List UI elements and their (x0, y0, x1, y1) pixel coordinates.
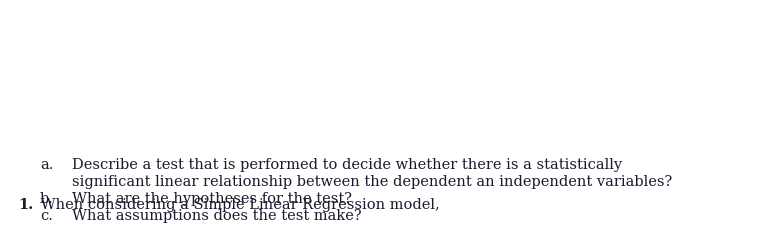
Text: 1.: 1. (18, 197, 33, 211)
Text: What are the hypotheses for the test?: What are the hypotheses for the test? (72, 191, 352, 205)
Text: c.: c. (40, 208, 53, 222)
Text: b.: b. (40, 191, 54, 205)
Text: significant linear relationship between the dependent an independent variables?: significant linear relationship between … (72, 174, 673, 188)
Text: What assumptions does the test make?: What assumptions does the test make? (72, 208, 361, 222)
Text: a.: a. (40, 157, 53, 171)
Text: Describe a test that is performed to decide whether there is a statistically: Describe a test that is performed to dec… (72, 157, 622, 171)
Text: When considering a Simple Linear Regression model,: When considering a Simple Linear Regress… (36, 197, 440, 211)
